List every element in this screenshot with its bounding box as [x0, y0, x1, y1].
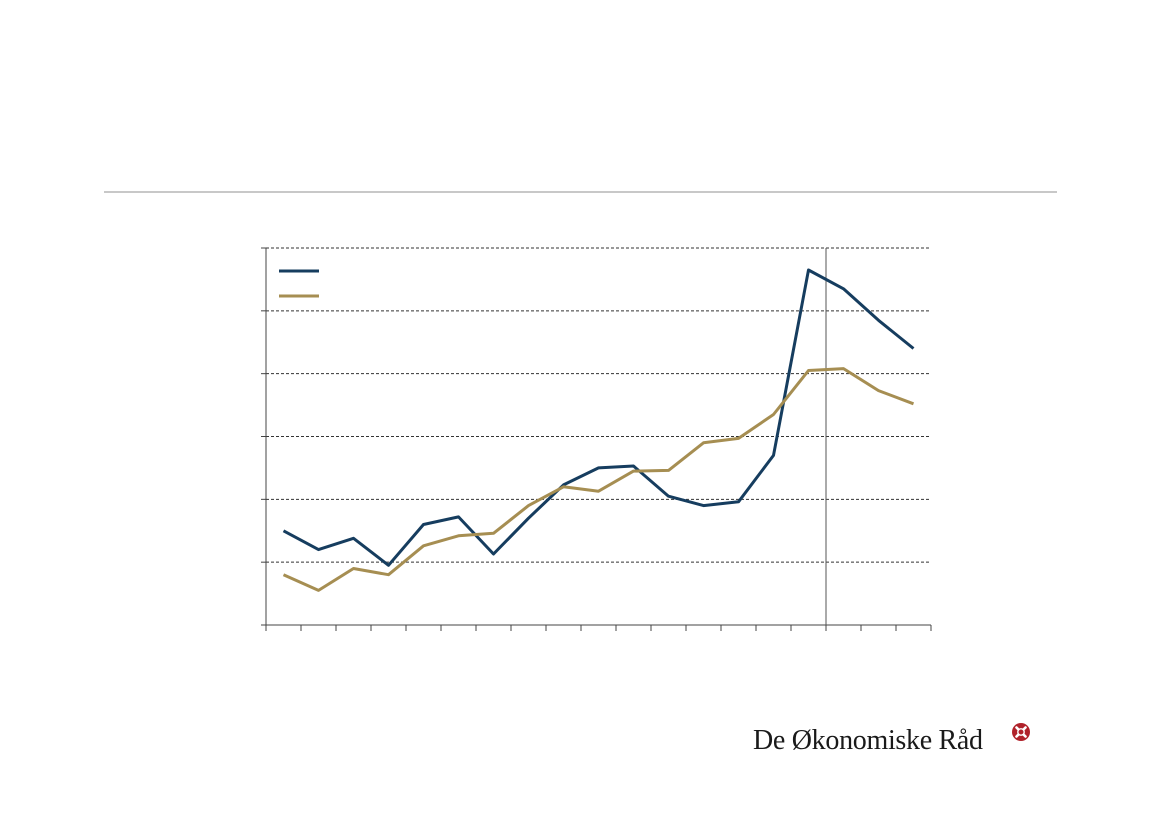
series-line-1	[282, 268, 915, 567]
economic-council-emblem-icon	[1012, 723, 1030, 741]
header-divider	[104, 191, 1057, 193]
series-line-2	[282, 367, 915, 592]
axes	[261, 247, 932, 631]
logo-text: De Økonomiske Råd	[753, 725, 983, 756]
legend	[279, 269, 319, 298]
gridlines	[266, 247, 931, 563]
series-group	[282, 268, 915, 592]
